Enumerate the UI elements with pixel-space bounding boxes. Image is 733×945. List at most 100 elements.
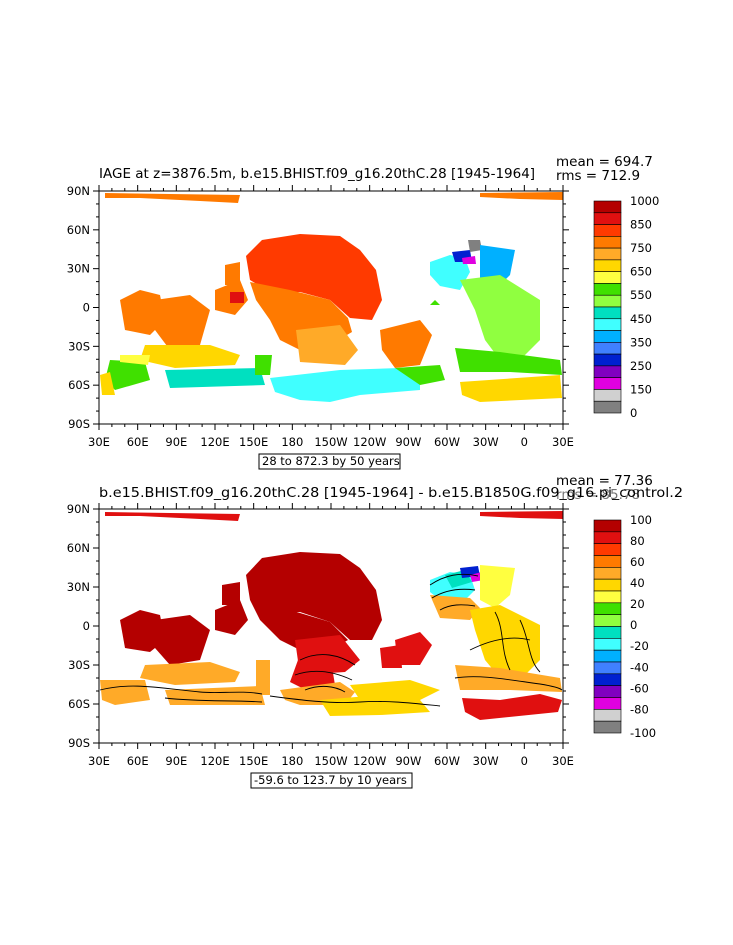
colorbar-swatch xyxy=(593,200,622,214)
y-tick-label: 60N xyxy=(67,541,90,555)
colorbar-swatch xyxy=(593,709,622,722)
colorbar-swatch xyxy=(593,567,622,580)
y-tick-label: 0 xyxy=(83,301,90,315)
panel-1-contour-box xyxy=(258,453,401,470)
panel-1-y-axis: 90N 60N 30N 0 30S 60S 90S xyxy=(67,184,569,431)
colorbar-label: 350 xyxy=(630,335,652,349)
colorbar-swatch xyxy=(593,224,622,237)
y-tick-label: 0 xyxy=(83,619,90,633)
x-tick-label: 180 xyxy=(281,435,303,449)
panel-2-map xyxy=(99,511,563,720)
colorbar-swatch xyxy=(593,661,622,675)
panel-2-y-axis: 90N 60N 30N 0 30S 60S 90S xyxy=(67,502,569,750)
colorbar-label: 850 xyxy=(630,218,652,232)
y-tick-label: 60S xyxy=(68,378,90,392)
colorbar-label: 250 xyxy=(630,359,652,373)
colorbar-swatch xyxy=(593,342,622,355)
x-tick-label: 120W xyxy=(353,754,386,768)
y-tick-label: 30S xyxy=(68,658,90,672)
panel-1-stat-mean: mean = 694.7 xyxy=(556,154,653,170)
panel-2-contour-info: -59.6 to 123.7 by 10 years xyxy=(254,773,407,787)
colorbar-label: 100 xyxy=(630,513,652,527)
panel-1-colorbar: 1000 850 750 650 550 450 350 250 150 0 xyxy=(593,194,659,420)
x-tick-label: 90W xyxy=(395,754,421,768)
y-tick-label: 90S xyxy=(68,417,90,431)
colorbar-swatch xyxy=(593,271,622,284)
x-tick-label: 120E xyxy=(200,754,229,768)
x-tick-label: 90E xyxy=(165,754,187,768)
colorbar-label: 0 xyxy=(630,406,637,420)
colorbar-swatch xyxy=(593,294,622,308)
colorbar-label: -20 xyxy=(630,639,649,653)
y-tick-label: 30S xyxy=(68,339,90,353)
colorbar-swatch xyxy=(593,602,622,615)
y-tick-label: 90N xyxy=(67,502,90,516)
colorbar-swatch xyxy=(593,649,622,663)
y-tick-label: 30N xyxy=(67,580,90,594)
x-tick-label: 150E xyxy=(239,754,268,768)
x-tick-label: 60W xyxy=(434,754,460,768)
colorbar-swatch xyxy=(593,353,622,367)
y-tick-label: 30N xyxy=(67,262,90,276)
panel-1-title: IAGE at z=3876.5m, b.e15.BHIST.f09_g16.2… xyxy=(99,166,535,182)
panel-2-contour-box xyxy=(250,772,413,789)
colorbar-label: -80 xyxy=(630,702,649,716)
x-tick-label: 30W xyxy=(473,754,499,768)
x-tick-label: 60W xyxy=(434,435,460,449)
colorbar-label: 60 xyxy=(630,555,645,569)
colorbar-swatch xyxy=(593,400,622,414)
x-tick-label: 90E xyxy=(165,435,187,449)
panel-2: b.e15.BHIST.f09_g16.20thC.28 [1945-1964]… xyxy=(67,473,683,789)
colorbar-swatch xyxy=(593,377,622,390)
colorbar-swatch xyxy=(593,673,622,686)
colorbar-swatch xyxy=(593,306,622,320)
x-tick-label: 30W xyxy=(473,435,499,449)
y-tick-label: 90N xyxy=(67,184,90,198)
colorbar-label: 1000 xyxy=(630,194,659,208)
y-tick-label: 90S xyxy=(68,736,90,750)
colorbar-swatch xyxy=(593,543,622,556)
colorbar-label: 750 xyxy=(630,241,652,255)
x-tick-label: 150E xyxy=(239,435,268,449)
y-tick-label: 60N xyxy=(67,223,90,237)
colorbar-swatch xyxy=(593,259,622,272)
colorbar-label: 40 xyxy=(630,576,645,590)
colorbar-swatch xyxy=(593,555,622,568)
colorbar-swatch xyxy=(593,283,622,296)
y-tick-label: 60S xyxy=(68,697,90,711)
panel-1-contour-info: 28 to 872.3 by 50 years xyxy=(262,454,400,468)
colorbar-label: -60 xyxy=(630,681,649,695)
colorbar-label: -40 xyxy=(630,660,649,674)
colorbar-label: 450 xyxy=(630,312,652,326)
colorbar-label: 20 xyxy=(630,597,645,611)
x-tick-label: 150W xyxy=(314,754,347,768)
colorbar-label: 550 xyxy=(630,288,652,302)
x-tick-label: 30E xyxy=(88,754,110,768)
panel-2-x-axis: 30E 60E 90E 120E 150E 180 150W 120W 90W 60W 30W 0 30… xyxy=(88,503,574,768)
panel-1-map xyxy=(100,192,563,402)
x-tick-label: 120E xyxy=(200,435,229,449)
colorbar-swatch xyxy=(593,236,622,249)
x-tick-label: 180 xyxy=(281,754,303,768)
x-tick-label: 30E xyxy=(88,435,110,449)
colorbar-swatch xyxy=(593,578,622,592)
colorbar-swatch xyxy=(593,365,622,378)
x-tick-label: 120W xyxy=(353,435,386,449)
x-tick-label: 30E xyxy=(552,435,574,449)
x-tick-label: 30E xyxy=(552,754,574,768)
panel-1-stat-rms: rms = 712.9 xyxy=(556,168,640,184)
colorbar-swatch xyxy=(593,212,622,225)
colorbar-swatch xyxy=(593,685,622,698)
colorbar-label: 150 xyxy=(630,382,652,396)
colorbar-label: 0 xyxy=(630,618,637,632)
colorbar-swatch xyxy=(593,626,622,639)
colorbar-swatch xyxy=(593,389,622,402)
x-tick-label: 90W xyxy=(395,435,421,449)
x-tick-label: 60E xyxy=(127,754,149,768)
colorbar-label: 80 xyxy=(630,534,645,548)
colorbar-swatch xyxy=(593,720,622,734)
panel-1-x-axis: 30E 60E 90E 120E 150E 180 150W 120W 90W 60W 30W 0 30… xyxy=(88,185,574,449)
colorbar-swatch xyxy=(593,519,622,533)
x-tick-label: 60E xyxy=(127,435,149,449)
